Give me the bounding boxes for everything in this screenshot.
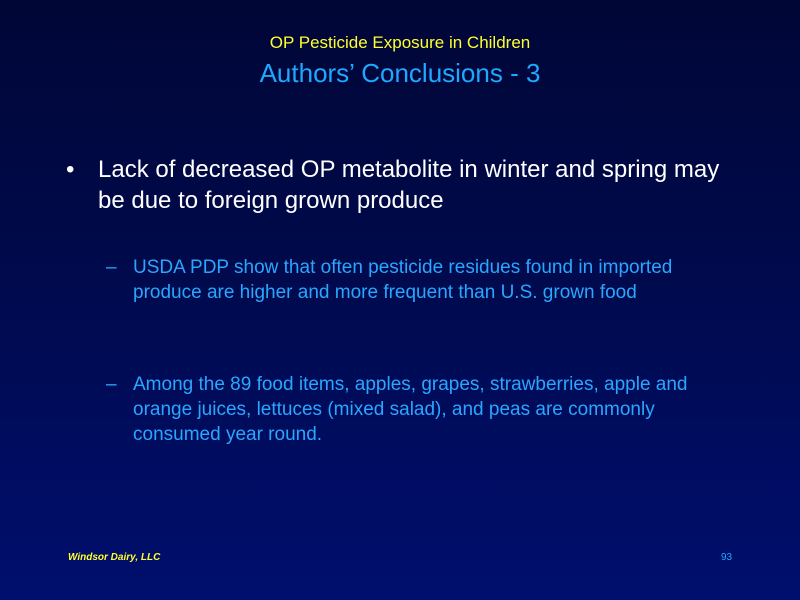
sub-bullet-marker: – bbox=[106, 374, 117, 395]
footer-company: Windsor Dairy, LLC bbox=[68, 552, 161, 563]
slide-subtitle: OP Pesticide Exposure in Children bbox=[269, 33, 531, 52]
sub-bullet-marker: – bbox=[106, 257, 117, 278]
bullet-text: Lack of decreased OP metabolite in winte… bbox=[98, 156, 720, 214]
page-number: 93 bbox=[721, 552, 733, 563]
sub-bullet-text: Among the 89 food items, apples, grapes,… bbox=[133, 374, 688, 445]
slide-title: Authors’ Conclusions - 3 bbox=[259, 58, 541, 88]
sub-bullet-text: USDA PDP show that often pesticide resid… bbox=[133, 257, 673, 303]
bullet-marker: • bbox=[66, 156, 75, 183]
